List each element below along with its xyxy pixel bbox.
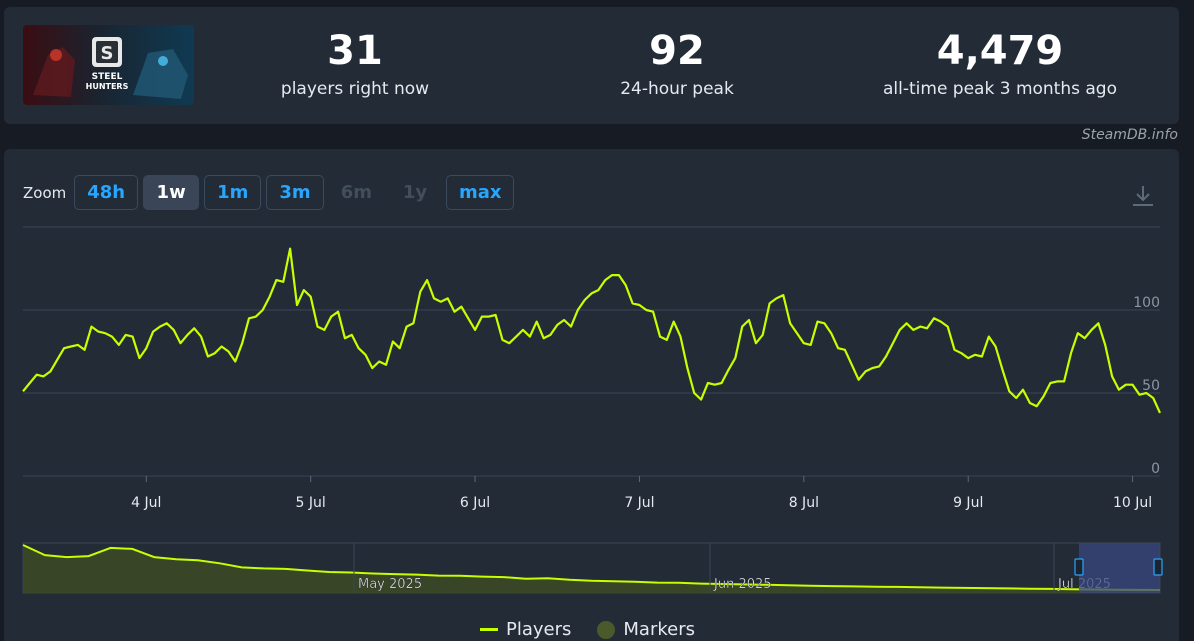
- stat-24h-peak: 92 24-hour peak: [582, 29, 772, 99]
- zoom-3m-button[interactable]: 3m: [266, 175, 324, 210]
- legend-players-label[interactable]: Players: [506, 619, 572, 640]
- legend-players-swatch[interactable]: [480, 628, 498, 631]
- peak-24h-value: 92: [649, 28, 705, 74]
- x-tick-label: 4 Jul: [131, 495, 161, 511]
- x-tick-label: 10 Jul: [1113, 495, 1152, 511]
- logo-text-top: STEEL: [92, 72, 123, 82]
- legend-markers-label[interactable]: Markers: [623, 619, 695, 640]
- navigator-tick-label: Jun 2025: [713, 577, 772, 592]
- game-logo[interactable]: S STEEL HUNTERS: [23, 25, 194, 105]
- current-players-value: 31: [327, 28, 383, 74]
- game-logo-art: S STEEL HUNTERS: [23, 25, 194, 105]
- zoom-6m-button: 6m: [329, 175, 384, 210]
- y-tick-label: 100: [1133, 295, 1160, 311]
- all-time-peak-value: 4,479: [936, 28, 1064, 74]
- zoom-label: Zoom: [23, 183, 67, 202]
- chart-card: Zoom 48h 1w 1m 3m 6m 1y max 0 50 100 4 Jul 5…: [4, 149, 1179, 641]
- zoom-1w-button[interactable]: 1w: [143, 175, 200, 210]
- zoom-48h-button[interactable]: 48h: [74, 175, 139, 210]
- navigator-handle-left[interactable]: [1074, 558, 1084, 576]
- svg-text:S: S: [101, 43, 114, 64]
- logo-text-bottom: HUNTERS: [86, 82, 129, 91]
- navigator-selection[interactable]: [1079, 543, 1160, 593]
- y-tick-label: 0: [1151, 461, 1160, 477]
- player-chart[interactable]: 0 50 100 4 Jul 5 Jul 6 Jul 7 Jul 8 Jul 9 Jul 10 J…: [4, 149, 1179, 619]
- navigator-handle-right[interactable]: [1153, 558, 1163, 576]
- peak-24h-label: 24-hour peak: [620, 79, 734, 99]
- navigator-tick-label: May 2025: [358, 577, 422, 592]
- zoom-max-button[interactable]: max: [445, 175, 515, 210]
- navigator-area: [23, 545, 1160, 593]
- x-tick-label: 9 Jul: [953, 495, 983, 511]
- y-tick-label: 50: [1142, 378, 1160, 394]
- zoom-1y-button: 1y: [389, 175, 441, 210]
- all-time-peak-label: all-time peak 3 months ago: [883, 79, 1117, 99]
- zoom-1m-button[interactable]: 1m: [204, 175, 262, 210]
- zoom-controls: Zoom 48h 1w 1m 3m 6m 1y max: [23, 175, 519, 210]
- current-players-label: players right now: [280, 79, 430, 99]
- x-tick-label: 8 Jul: [789, 495, 819, 511]
- x-tick-label: 7 Jul: [624, 495, 654, 511]
- stat-current-players: 31 players right now: [260, 29, 450, 99]
- players-series-line: [22, 247, 1162, 414]
- chart-legend: Players Markers: [480, 619, 695, 640]
- stat-all-time-peak: 4,479 all-time peak 3 months ago: [860, 29, 1140, 99]
- navigator-line: [22, 544, 1161, 591]
- steamdb-credit[interactable]: SteamDB.info: [1081, 127, 1178, 143]
- x-tick-label: 5 Jul: [296, 495, 326, 511]
- summary-card: S STEEL HUNTERS 31 players right now 92 …: [4, 7, 1179, 124]
- legend-markers-swatch[interactable]: [597, 620, 616, 639]
- download-icon[interactable]: [1130, 183, 1156, 209]
- x-tick-label: 6 Jul: [460, 495, 490, 511]
